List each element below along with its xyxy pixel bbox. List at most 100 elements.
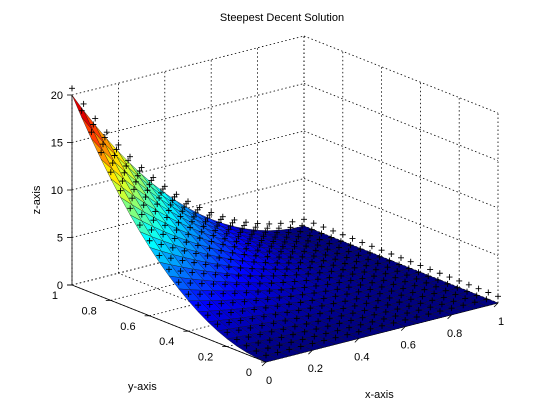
marker-point [363,262,370,269]
marker-point [403,272,410,279]
marker-point [284,309,291,316]
marker-point [283,265,290,272]
marker-point [382,308,389,315]
marker-point [365,256,372,263]
marker-point [386,294,393,301]
y-tick-label: 0 [246,367,252,379]
y-tick-label: 0.4 [159,336,174,348]
side-grid-z-4 [303,35,499,114]
marker-point [330,227,337,234]
marker-point [330,262,337,269]
z-tick-label: 0 [57,280,63,292]
marker-point [274,259,281,266]
marker-point [322,251,329,258]
marker-point [167,201,174,208]
marker-point [243,289,250,296]
marker-point [189,218,195,225]
marker-point [173,227,180,234]
marker-point [181,247,188,254]
marker-point [281,238,288,245]
marker-point [407,258,414,265]
marker-point [310,253,317,260]
marker-point [270,272,277,279]
marker-point [345,248,352,255]
marker-point [212,227,219,234]
marker-point [103,129,110,136]
marker-point [179,257,186,264]
marker-point [278,248,284,255]
marker-point [386,257,393,264]
marker-point [303,243,310,250]
marker-point [349,235,356,242]
marker-point [134,172,141,179]
marker-point [392,313,399,320]
marker-point [204,252,211,259]
marker-point [257,331,264,338]
marker-point [127,153,133,160]
marker-point [353,295,360,302]
marker-point [247,324,254,331]
marker-point [125,157,132,164]
marker-point [286,346,293,353]
marker-point [291,278,298,285]
marker-point [185,291,192,298]
marker-point [340,266,346,273]
marker-point [197,291,203,298]
marker-point [190,213,197,220]
marker-point [144,187,151,194]
marker-point [427,266,434,273]
z-tick-label: 5 [57,233,63,245]
marker-point [299,253,306,260]
marker-point [376,253,383,260]
marker-point [372,266,379,273]
x-tick-mark [400,326,406,331]
marker-point [365,293,372,300]
marker-point [374,260,381,267]
marker-point [169,197,176,204]
marker-point [289,285,296,292]
marker-point [299,336,306,343]
marker-point [231,290,238,297]
marker-point [301,248,308,255]
marker-point [369,318,376,325]
marker-point [287,293,294,300]
marker-point [195,302,202,309]
marker-point [241,251,248,258]
marker-point [311,333,318,340]
marker-point [423,279,430,286]
marker-point [140,202,147,209]
marker-point [355,252,362,259]
marker-point [204,312,211,319]
marker-point [456,277,463,284]
marker-point [198,228,205,235]
marker-point [206,301,213,308]
marker-point [485,289,492,296]
marker-point [359,239,366,246]
marker-point [228,309,234,316]
marker-point [347,242,354,249]
marker-point [247,235,253,242]
marker-point [318,263,325,270]
marker-point [220,290,227,297]
marker-point [272,311,279,318]
marker-point [263,352,269,359]
marker-point [218,247,225,254]
marker-point [225,264,232,271]
marker-point [121,169,128,176]
marker-point [247,273,254,280]
marker-point [413,275,420,282]
marker-point [400,285,407,292]
x-tick-label: 0.8 [447,328,462,340]
marker-point [289,248,296,255]
marker-point [239,225,246,232]
marker-point [138,211,145,218]
marker-point [297,228,304,235]
marker-point [289,218,296,225]
marker-point [340,305,347,312]
marker-point [231,216,238,223]
marker-point [368,243,375,250]
marker-point [402,316,409,323]
marker-point [225,226,232,233]
marker-point [165,207,172,214]
